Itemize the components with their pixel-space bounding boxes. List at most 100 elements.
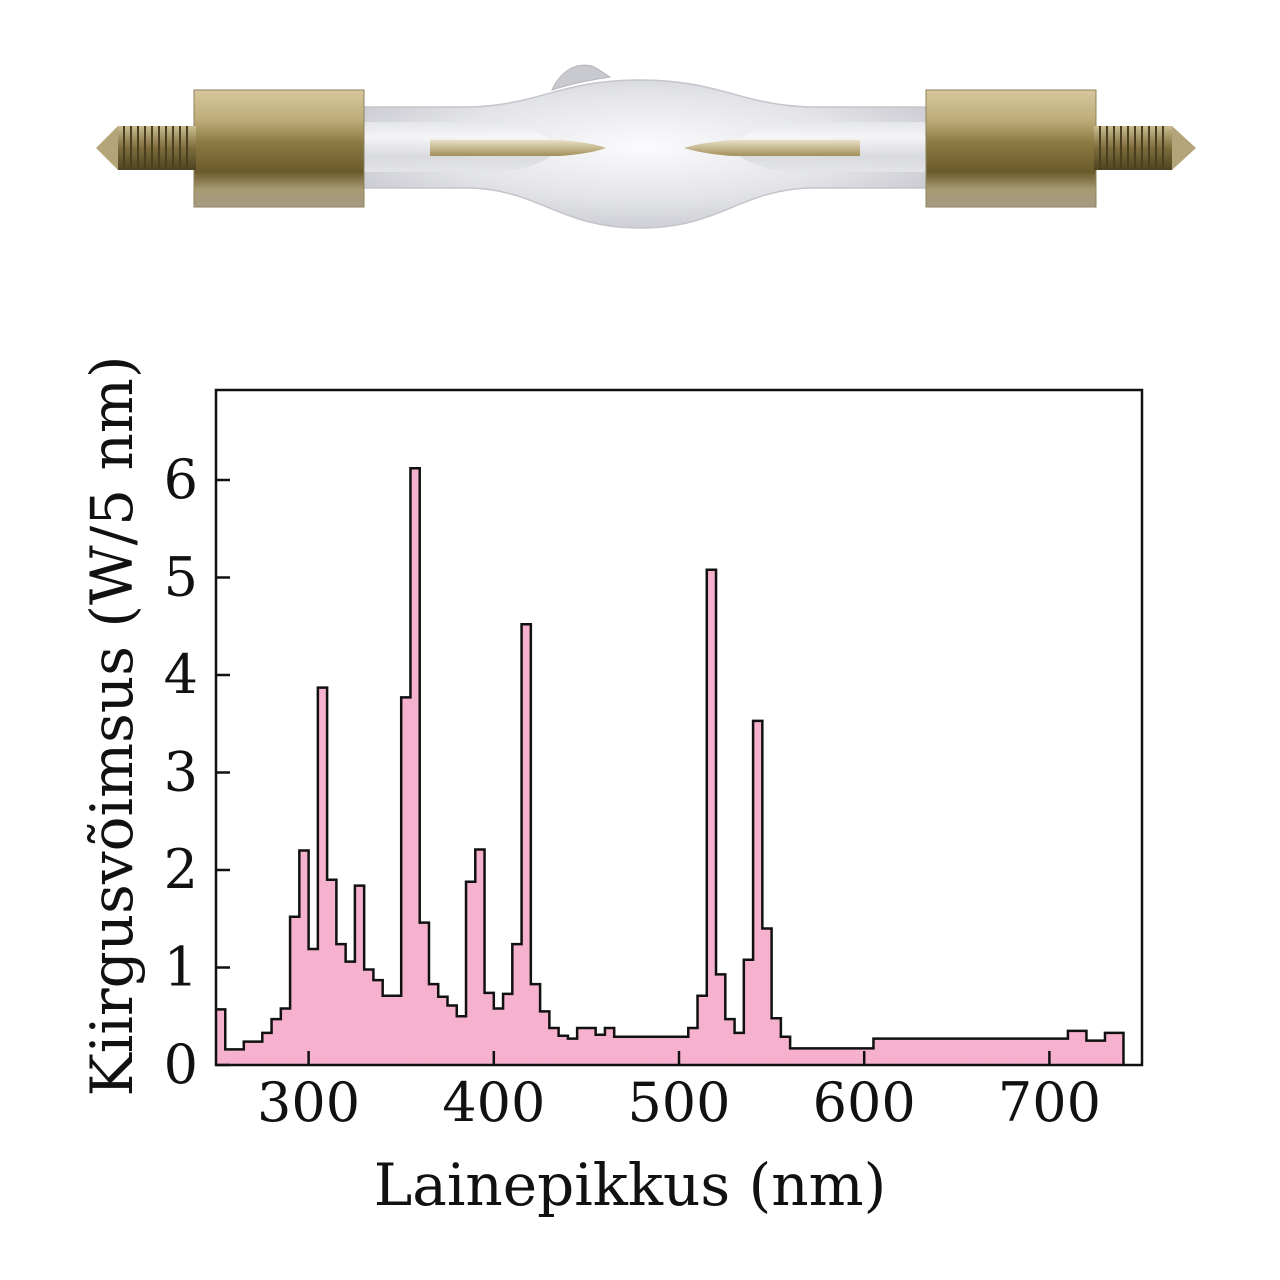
spectrum-bar (753, 720, 763, 1065)
spectrum-bar (216, 1009, 226, 1065)
spectrum-bar (1086, 1040, 1097, 1065)
spectrum-bar (614, 1036, 625, 1065)
spectrum-bar (484, 992, 495, 1065)
spectrum-bar (1058, 1038, 1069, 1065)
y-tick-label: 1 (164, 936, 198, 999)
spectrum-bar (1049, 1038, 1060, 1065)
spectrum-bar (364, 969, 375, 1065)
y-axis-title: Kiirgusvõimsus (W/5 nm) (78, 355, 146, 1096)
lamp-tip (551, 64, 612, 91)
x-axis-title: Lainepikkus (nm) (374, 1151, 886, 1219)
spectrum-bar (984, 1038, 995, 1065)
spectrum-bar (1104, 1032, 1115, 1065)
spectrum-bar (845, 1048, 856, 1065)
xenon-arc-lamp-icon (96, 64, 1196, 229)
y-tick-label: 4 (164, 643, 198, 706)
electrode-left (430, 140, 606, 156)
spectrum-bar (456, 1016, 467, 1065)
spectrum-bar (243, 1041, 254, 1065)
spectrum-bar (623, 1036, 634, 1065)
x-tick-label: 400 (442, 1071, 545, 1134)
spectrum-bar (669, 1036, 680, 1065)
spectrum-bar (540, 1011, 550, 1065)
spectrum-bar (466, 881, 476, 1065)
spectrum-bar (558, 1035, 569, 1065)
spectrum-bar (493, 1008, 504, 1065)
spectrum-bar (817, 1048, 828, 1065)
x-tick-label: 300 (257, 1071, 360, 1134)
right-thread (1094, 126, 1196, 170)
spectrum-bar (475, 849, 486, 1065)
spectrum-bar (225, 1049, 236, 1065)
spectrum-bar (428, 984, 439, 1065)
spectrum-bar (891, 1038, 902, 1065)
x-axis-ticks: 300 400 500 600 700 (257, 1051, 1101, 1134)
spectrum-bar (938, 1038, 949, 1065)
spectrum-chart: 300 400 500 600 700 0 1 2 3 4 5 6 Lainepikkus (nm)… (78, 355, 1144, 1219)
spectrum-bar (410, 468, 421, 1065)
spectrum-bar (901, 1038, 912, 1065)
spectrum-bar (438, 996, 449, 1065)
spectrum-bar (688, 1027, 699, 1065)
y-tick-label: 2 (164, 838, 198, 901)
spectrum-bar (799, 1048, 810, 1065)
y-axis-ticks: 0 1 2 3 4 5 6 (164, 448, 230, 1096)
spectrum-bar (734, 1032, 745, 1065)
spectrum-bar (873, 1038, 884, 1065)
spectrum-bar (929, 1038, 939, 1065)
spectrum-bar (771, 1018, 782, 1065)
spectrum-bar (1021, 1038, 1032, 1065)
spectrum-bar (1095, 1040, 1106, 1065)
x-tick-label: 600 (813, 1071, 916, 1134)
spectrum-bar (604, 1027, 615, 1065)
spectrum-bar (567, 1038, 578, 1065)
spectrum-bar (549, 1027, 560, 1065)
spectrum-bar (790, 1048, 800, 1065)
spectrum-bar (651, 1036, 662, 1065)
spectrum-bar (854, 1048, 865, 1065)
x-tick-label: 700 (998, 1071, 1101, 1134)
spectrum-bar (1077, 1030, 1088, 1065)
spectrum-bar (1040, 1038, 1050, 1065)
spectrum-bar (827, 1048, 838, 1065)
spectrum-bar (317, 687, 328, 1065)
spectrum-outline (216, 467, 1125, 1065)
spectrum-bar (595, 1034, 606, 1065)
spectrum-bar (966, 1038, 976, 1065)
spectrum-bar (1012, 1038, 1023, 1065)
spectrum-bar (336, 944, 347, 1065)
y-tick-label: 5 (164, 546, 198, 609)
spectrum-bar (577, 1027, 587, 1065)
spectrum-bar (382, 995, 393, 1065)
spectrum-bar (697, 995, 708, 1065)
spectrum-bar (447, 1005, 458, 1065)
spectrum-bar (280, 1008, 291, 1065)
spectrum-bar (1003, 1038, 1013, 1065)
spectrum-bar (993, 1038, 1004, 1065)
spectrum-bar (299, 850, 310, 1065)
spectrum-bar (679, 1036, 689, 1065)
spectrum-bar (401, 697, 412, 1065)
spectrum-bar (762, 928, 773, 1065)
spectrum-bar (345, 961, 356, 1065)
spectrum-bar (530, 984, 541, 1065)
spectrum-bar (641, 1036, 652, 1065)
spectrum-bar (391, 995, 402, 1065)
spectrum-bars (216, 468, 1125, 1065)
spectrum-bar (290, 916, 300, 1065)
spectrum-bar (373, 980, 384, 1065)
spectrum-bar (586, 1027, 597, 1065)
left-thread (96, 126, 196, 170)
spectrum-bar (234, 1049, 245, 1065)
y-tick-label: 0 (164, 1033, 198, 1096)
y-tick-label: 3 (164, 741, 198, 804)
spectrum-bar (660, 1036, 671, 1065)
spectrum-bar (503, 993, 513, 1065)
spectrum-bar (706, 569, 717, 1065)
spectrum-bar (512, 944, 523, 1065)
spectrum-bar (253, 1041, 263, 1065)
spectrum-bar (1030, 1038, 1041, 1065)
spectrum-bar (716, 974, 726, 1065)
left-cap (194, 90, 364, 207)
